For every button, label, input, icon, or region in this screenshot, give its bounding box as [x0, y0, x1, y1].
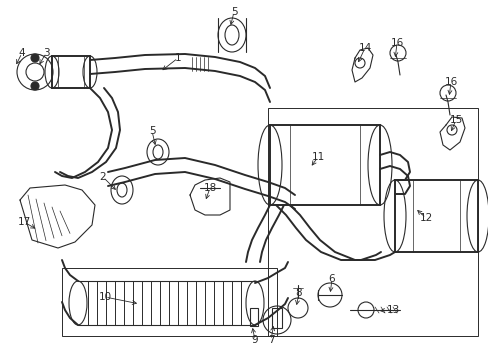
Text: 7: 7	[267, 335, 274, 345]
Bar	[249, 308, 258, 326]
Text: 17: 17	[18, 217, 31, 227]
Circle shape	[31, 82, 39, 90]
Text: 8: 8	[295, 288, 302, 298]
Text: 4: 4	[19, 48, 25, 58]
Text: 1: 1	[174, 53, 181, 63]
Bar	[269, 125, 379, 205]
Text: 14: 14	[358, 43, 371, 53]
Bar	[52, 56, 90, 88]
Text: 18: 18	[203, 183, 216, 193]
Text: 5: 5	[148, 126, 155, 136]
Bar	[271, 308, 282, 328]
Text: 15: 15	[448, 115, 462, 125]
Text: 10: 10	[98, 292, 111, 302]
Bar	[267, 108, 477, 336]
Text: 13: 13	[386, 305, 399, 315]
Text: 5: 5	[230, 7, 237, 17]
Text: 16: 16	[389, 38, 403, 48]
Text: 2: 2	[100, 172, 106, 182]
Text: 11: 11	[311, 152, 324, 162]
Text: 9: 9	[251, 335, 258, 345]
Text: 3: 3	[42, 48, 49, 58]
Text: 6: 6	[328, 274, 335, 284]
Bar	[62, 268, 276, 336]
Text: 16: 16	[444, 77, 457, 87]
Bar	[394, 180, 477, 252]
Circle shape	[31, 54, 39, 62]
Text: 12: 12	[419, 213, 432, 223]
